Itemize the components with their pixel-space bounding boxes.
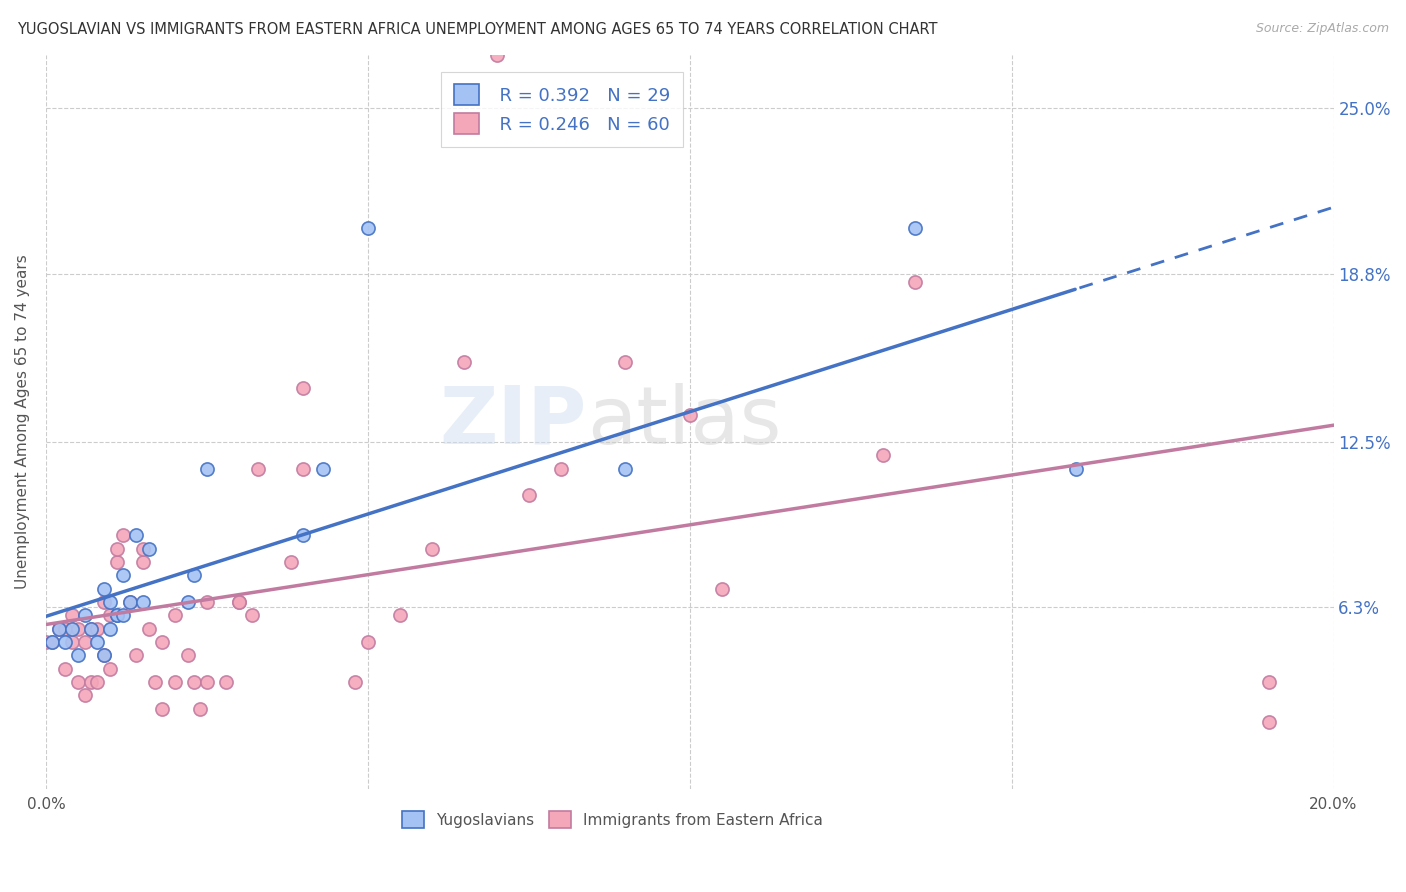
Point	[86, 674, 108, 689]
Point	[343, 674, 366, 689]
Point	[150, 635, 173, 649]
Point	[195, 461, 218, 475]
Point	[67, 648, 90, 663]
Point	[86, 622, 108, 636]
Point	[105, 608, 128, 623]
Point	[125, 648, 148, 663]
Point	[190, 701, 212, 715]
Point	[145, 674, 167, 689]
Point	[118, 595, 141, 609]
Text: YUGOSLAVIAN VS IMMIGRANTS FROM EASTERN AFRICA UNEMPLOYMENT AMONG AGES 65 TO 74 Y: YUGOSLAVIAN VS IMMIGRANTS FROM EASTERN A…	[17, 22, 938, 37]
Point	[35, 635, 58, 649]
Point	[60, 622, 83, 636]
Point	[163, 674, 186, 689]
Point	[1258, 714, 1281, 729]
Point	[312, 461, 335, 475]
Point	[614, 355, 637, 369]
Point	[215, 674, 238, 689]
Point	[98, 608, 121, 623]
Point	[112, 568, 135, 582]
Point	[98, 622, 121, 636]
Point	[420, 541, 443, 556]
Point	[112, 608, 135, 623]
Point	[93, 595, 115, 609]
Point	[53, 635, 76, 649]
Point	[163, 608, 186, 623]
Point	[183, 568, 205, 582]
Point	[73, 688, 96, 702]
Point	[60, 608, 83, 623]
Point	[710, 582, 733, 596]
Point	[93, 582, 115, 596]
Point	[1258, 674, 1281, 689]
Point	[1064, 461, 1087, 475]
Point	[195, 595, 218, 609]
Point	[67, 674, 90, 689]
Legend: Yugoslavians, Immigrants from Eastern Africa: Yugoslavians, Immigrants from Eastern Af…	[395, 803, 831, 836]
Point	[67, 622, 90, 636]
Point	[80, 674, 103, 689]
Point	[80, 622, 103, 636]
Point	[389, 608, 412, 623]
Point	[195, 674, 218, 689]
Point	[73, 635, 96, 649]
Point	[247, 461, 270, 475]
Point	[53, 661, 76, 675]
Point	[550, 461, 572, 475]
Point	[292, 382, 315, 396]
Point	[904, 221, 927, 235]
Point	[614, 461, 637, 475]
Point	[228, 595, 250, 609]
Point	[53, 622, 76, 636]
Point	[118, 595, 141, 609]
Text: ZIP: ZIP	[440, 383, 586, 461]
Point	[60, 635, 83, 649]
Y-axis label: Unemployment Among Ages 65 to 74 years: Unemployment Among Ages 65 to 74 years	[15, 254, 30, 590]
Point	[485, 48, 508, 62]
Point	[105, 555, 128, 569]
Point	[41, 635, 63, 649]
Point	[176, 648, 198, 663]
Point	[105, 541, 128, 556]
Point	[105, 608, 128, 623]
Point	[41, 635, 63, 649]
Point	[357, 635, 380, 649]
Point	[125, 528, 148, 542]
Point	[240, 608, 263, 623]
Point	[292, 528, 315, 542]
Point	[80, 622, 103, 636]
Point	[280, 555, 302, 569]
Point	[176, 595, 198, 609]
Text: Source: ZipAtlas.com: Source: ZipAtlas.com	[1256, 22, 1389, 36]
Point	[98, 595, 121, 609]
Point	[93, 648, 115, 663]
Point	[93, 648, 115, 663]
Point	[138, 622, 160, 636]
Point	[453, 355, 475, 369]
Text: atlas: atlas	[586, 383, 782, 461]
Point	[138, 541, 160, 556]
Point	[904, 275, 927, 289]
Point	[872, 448, 894, 462]
Point	[73, 608, 96, 623]
Point	[131, 555, 153, 569]
Point	[679, 408, 702, 422]
Point	[131, 595, 153, 609]
Point	[150, 701, 173, 715]
Point	[86, 635, 108, 649]
Point	[292, 461, 315, 475]
Point	[228, 595, 250, 609]
Point	[517, 488, 540, 502]
Point	[98, 661, 121, 675]
Point	[357, 221, 380, 235]
Point	[131, 541, 153, 556]
Point	[48, 622, 70, 636]
Point	[48, 622, 70, 636]
Point	[112, 528, 135, 542]
Point	[183, 674, 205, 689]
